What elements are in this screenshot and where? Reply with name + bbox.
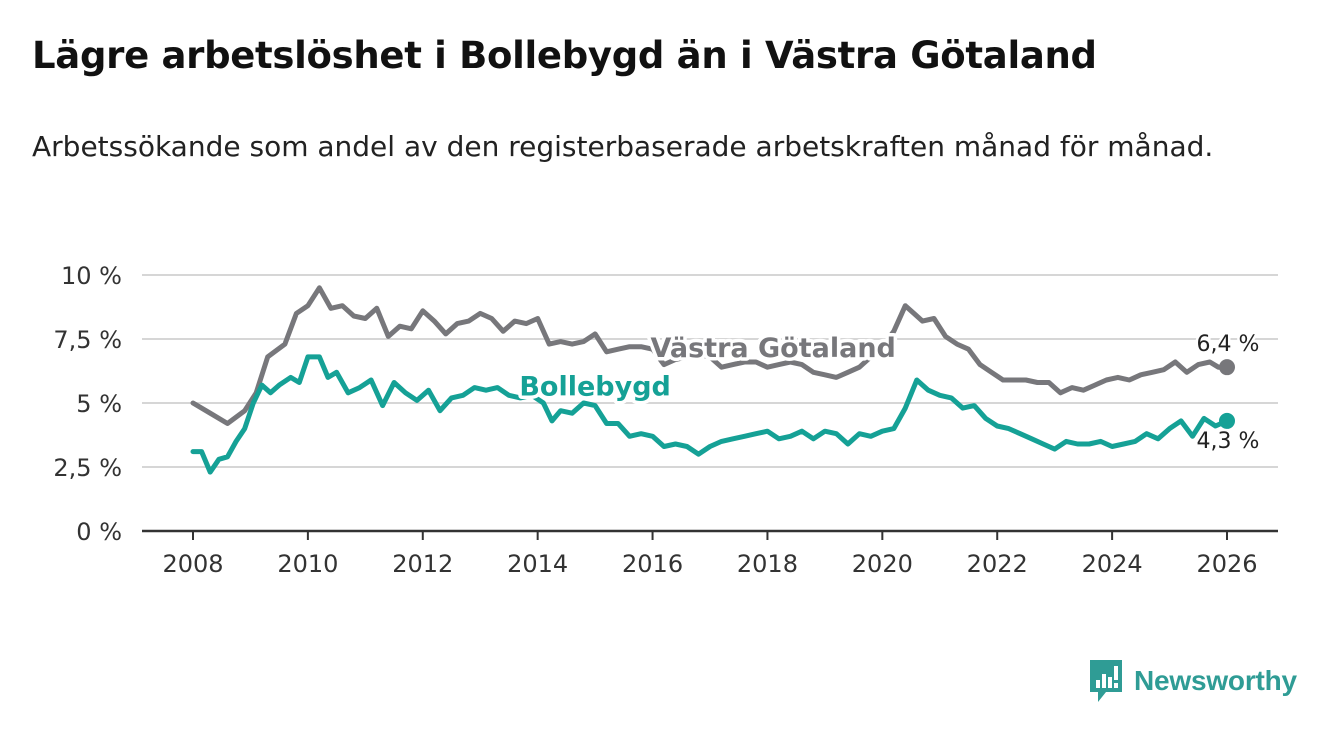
- y-tick-label: 5 %: [76, 390, 122, 418]
- end-label-vastra-gotaland: 6,4 %: [1197, 332, 1260, 357]
- series-line-vastra-gotaland: [190, 285, 1230, 426]
- x-tick-label: 2016: [622, 550, 683, 578]
- x-tick-label: 2022: [967, 550, 1028, 578]
- end-point-vastra-gotaland: [1219, 359, 1235, 376]
- chart-title: Lägre arbetslöshet i Bollebygd än i Väst…: [32, 34, 1097, 77]
- y-axis-tick-labels: 0 % 2,5 % 5 % 7,5 % 10 %: [53, 262, 122, 546]
- y-tick-label: 7,5 %: [53, 326, 122, 354]
- newsworthy-logo-icon: [1090, 660, 1122, 702]
- brand-name: Newsworthy: [1134, 665, 1297, 696]
- gridlines: [142, 274, 1278, 468]
- inline-label-bollebygd: Bollebygd: [519, 371, 671, 402]
- x-tick-label: 2014: [507, 550, 568, 578]
- y-tick-label: 10 %: [61, 262, 122, 290]
- y-tick-label: 2,5 %: [53, 454, 122, 482]
- x-tick-label: 2026: [1196, 550, 1257, 578]
- x-axis: 2008 2010 2012 2014 2016 2018 2020 2022 2024 2026: [142, 529, 1278, 578]
- x-tick-label: 2024: [1082, 550, 1143, 578]
- end-label-bollebygd: 4,3 %: [1197, 429, 1260, 454]
- x-tick-label: 2018: [737, 550, 798, 578]
- x-tick-label: 2012: [392, 550, 453, 578]
- series-labels: 6,4 % 4,3 % Västra Götaland Bollebygd: [516, 329, 1262, 456]
- line-chart: 0 % 2,5 % 5 % 7,5 % 10 % 6,4 % 4,3 % Västra Gö…: [53, 262, 1278, 578]
- series-lines: [190, 285, 1235, 475]
- newsworthy-brand: Newsworthy: [1088, 658, 1297, 704]
- chart-subtitle: Arbetssökande som andel av den registerb…: [32, 130, 1214, 163]
- end-point-bollebygd: [1219, 412, 1235, 429]
- x-tick-label: 2008: [162, 550, 223, 578]
- y-tick-label: 0 %: [76, 518, 122, 546]
- inline-label-vastra-gotaland: Västra Götaland: [650, 333, 895, 364]
- x-tick-label: 2020: [852, 550, 913, 578]
- x-tick-label: 2010: [277, 550, 338, 578]
- series-line-bollebygd: [190, 354, 1230, 475]
